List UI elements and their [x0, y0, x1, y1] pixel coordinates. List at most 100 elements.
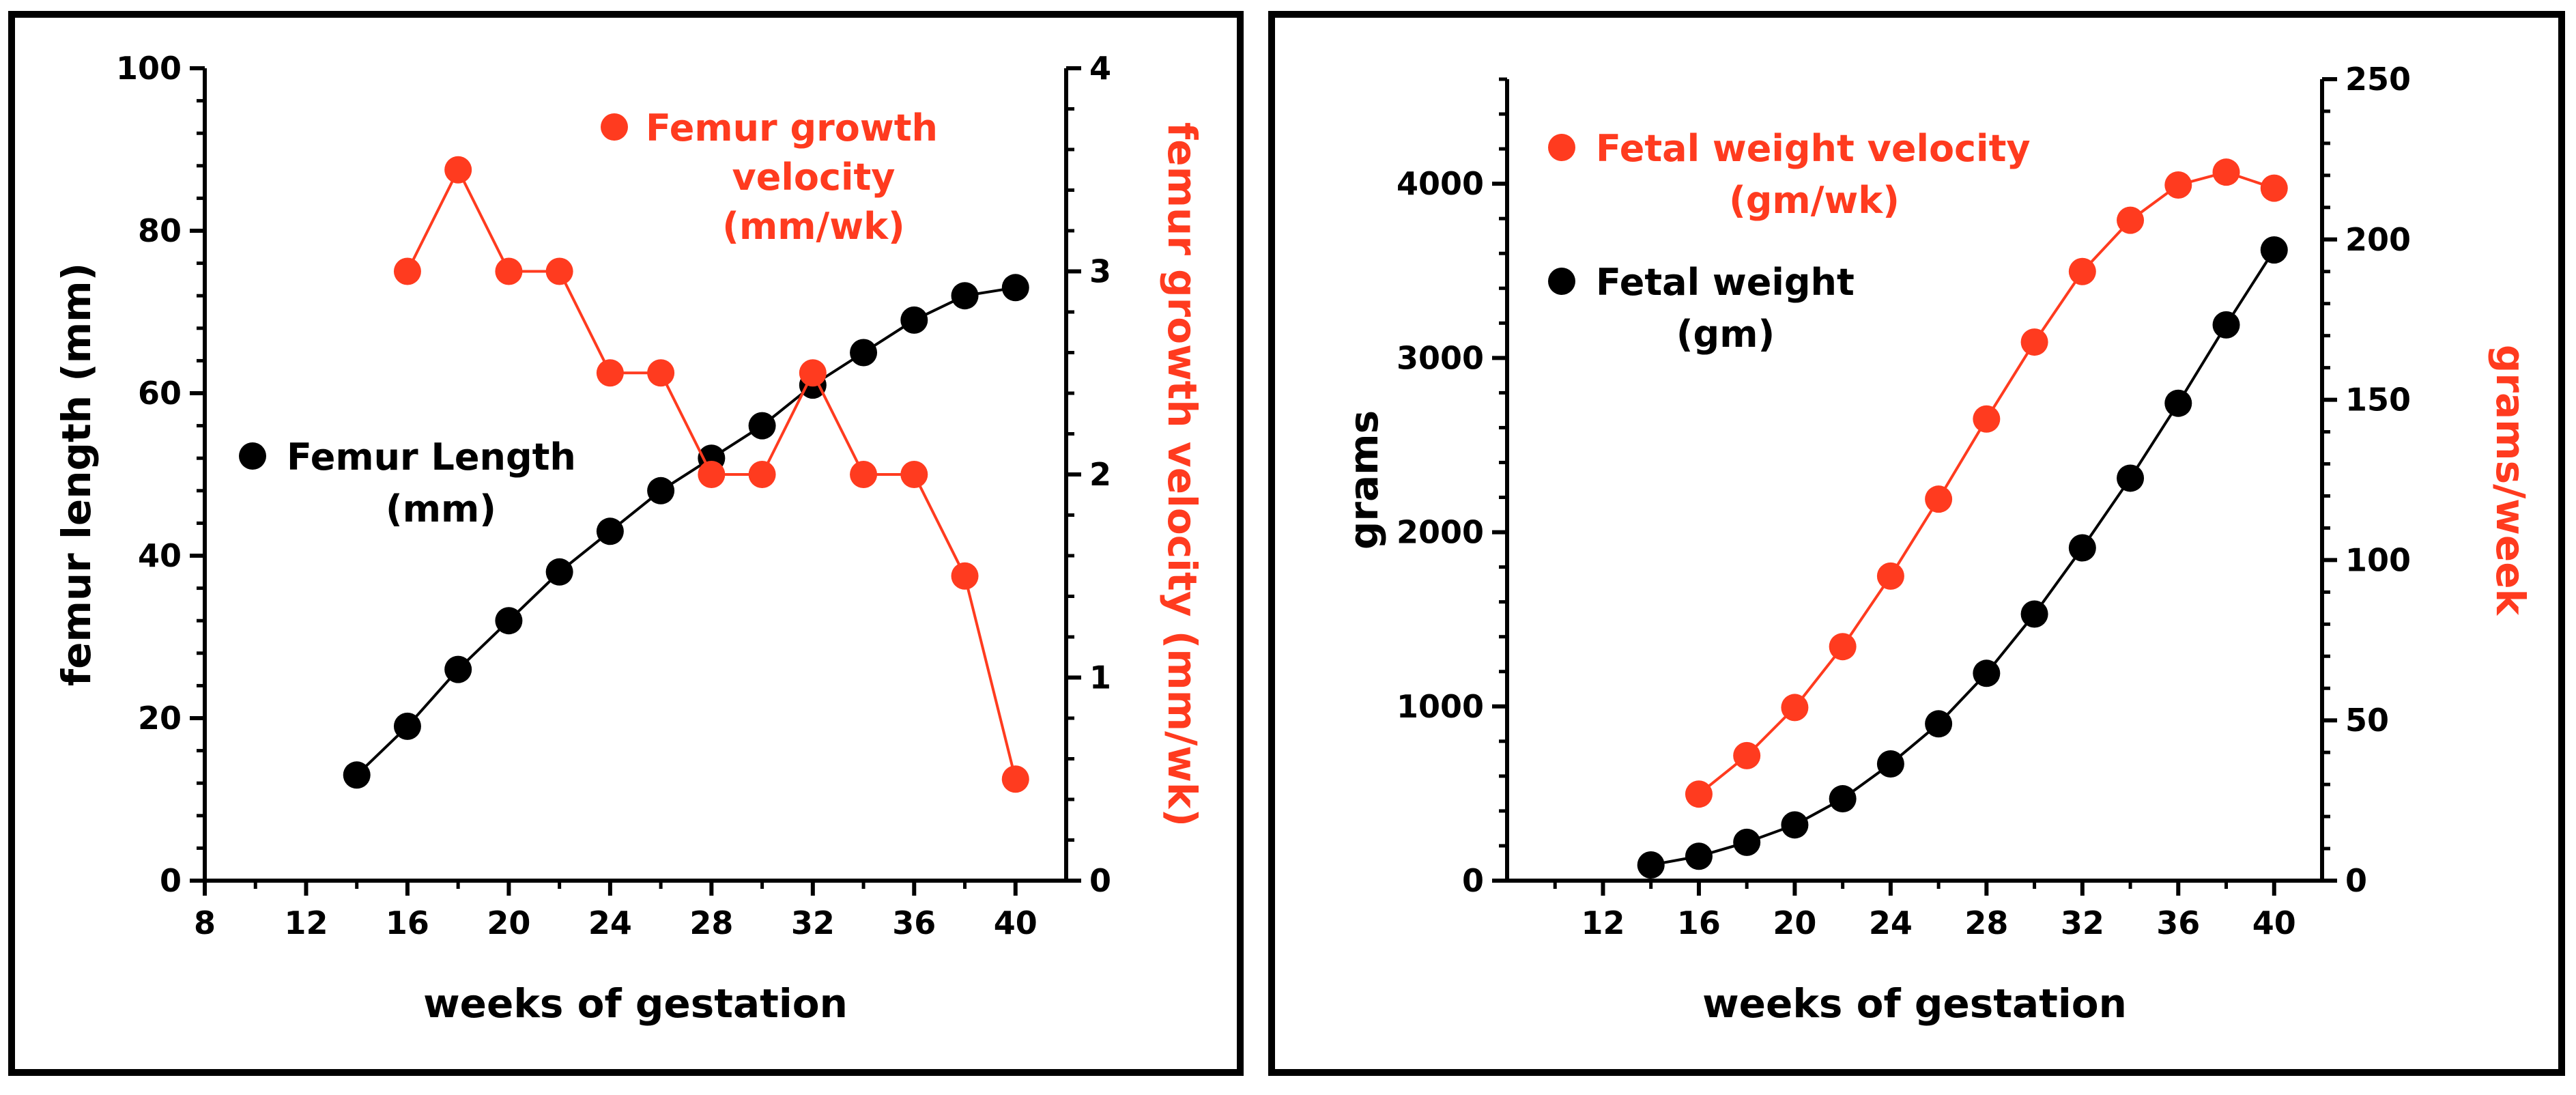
x-tick-label: 20	[1773, 905, 1816, 941]
left-y-tick-label: 40	[138, 537, 182, 574]
right-y-tick-label: 1	[1089, 659, 1111, 696]
data-point-series-1	[545, 257, 573, 285]
data-point-series-1	[900, 461, 928, 488]
legend-femur-length-label: Femur Length	[287, 436, 576, 479]
data-point-series-1	[2020, 328, 2048, 356]
data-point-series-1	[2212, 158, 2240, 186]
data-point-series-0	[1973, 659, 2001, 687]
data-point-series-0	[1925, 710, 1953, 738]
data-point-series-1	[1001, 765, 1029, 793]
data-point-series-0	[596, 517, 624, 545]
data-point-series-0	[2068, 534, 2096, 562]
data-point-series-1	[393, 257, 421, 285]
x-tick-label: 8	[194, 905, 216, 941]
legend-femur-velocity-label: velocity	[732, 156, 896, 199]
x-tick-label: 24	[588, 905, 632, 941]
data-point-series-0	[343, 761, 371, 789]
right-y-tick-label: 250	[2345, 61, 2411, 98]
left-y-axis-title: grams	[1341, 410, 1387, 550]
data-point-series-0	[2020, 600, 2048, 628]
x-tick-label: 36	[892, 905, 936, 941]
data-point-series-1	[1973, 405, 2001, 433]
data-point-series-1	[1733, 741, 1761, 769]
legend-weight-velocity-label: Fetal weight velocity	[1596, 127, 2031, 170]
data-point-series-1	[1685, 780, 1713, 808]
legend-weight-velocity-marker	[1548, 134, 1575, 161]
x-tick-label: 12	[284, 905, 328, 941]
right-y-tick-label: 200	[2345, 221, 2411, 258]
data-point-series-0	[1733, 828, 1761, 856]
data-point-series-0	[900, 306, 928, 334]
data-point-series-0	[444, 655, 472, 683]
data-point-series-0	[647, 477, 675, 504]
fetal-weight-chart: 0 1000 2000 3000 4000 0 50 100 150 200 250 12 16 20 24…	[1341, 61, 2534, 1027]
data-point-series-1	[2164, 171, 2192, 199]
data-point-series-1	[850, 461, 878, 488]
data-point-series-1	[2068, 257, 2096, 285]
data-point-series-1	[748, 461, 776, 488]
legend-fetal-weight-label: Fetal weight	[1596, 261, 1855, 304]
right-y-tick-label: 100	[2345, 541, 2411, 578]
data-point-series-1	[596, 359, 624, 387]
data-point-series-1	[1781, 694, 1809, 722]
legend-femur-length-marker	[239, 442, 266, 470]
legend-weight-velocity-label: (gm/wk)	[1729, 179, 1900, 222]
left-y-tick-label: 1000	[1397, 688, 1484, 725]
data-point-series-1	[1925, 485, 1953, 513]
x-tick-label: 20	[487, 905, 530, 941]
left-chart-panel: 0 20 40 60 80 100 0 1 2 3 4 8 12 16 20 24 28 32 36 40 weeks …	[8, 11, 1244, 1076]
data-point-series-0	[2164, 389, 2192, 417]
data-point-series-1	[951, 562, 979, 590]
x-tick-label: 40	[2252, 905, 2296, 941]
legend-femur-velocity-marker	[601, 113, 628, 141]
right-y-axis-title: grams/week	[2487, 345, 2534, 616]
data-point-series-0	[2212, 311, 2240, 339]
x-axis-title: weeks of gestation	[1702, 980, 2127, 1027]
right-y-tick-label: 4	[1089, 50, 1111, 87]
x-tick-label: 36	[2156, 905, 2200, 941]
data-point-series-0	[748, 412, 776, 440]
left-y-tick-label: 100	[116, 50, 182, 87]
data-point-series-0	[1685, 842, 1713, 870]
x-tick-label: 32	[2061, 905, 2104, 941]
data-point-series-0	[2260, 236, 2288, 264]
data-point-series-1	[799, 359, 827, 387]
left-y-tick-label: 0	[1462, 862, 1484, 899]
left-y-tick-label: 60	[138, 375, 182, 412]
legend-fetal-weight-marker	[1548, 268, 1575, 295]
data-point-series-0	[495, 607, 523, 635]
data-point-series-0	[545, 558, 573, 586]
left-y-axis-title: femur length (mm)	[53, 263, 100, 686]
right-y-axis-title: femur growth velocity (mm/wk)	[1159, 122, 1205, 827]
data-point-series-1	[647, 359, 675, 387]
left-y-tick-label: 2000	[1397, 514, 1484, 551]
data-point-series-0	[1876, 750, 1904, 778]
x-tick-label: 40	[994, 905, 1037, 941]
data-point-series-1	[698, 461, 726, 488]
x-tick-label: 28	[1964, 905, 2008, 941]
data-point-series-0	[2117, 464, 2145, 492]
legend-fetal-weight-label: (gm)	[1676, 313, 1775, 356]
data-point-series-0	[951, 282, 979, 310]
data-point-series-0	[1781, 811, 1809, 839]
x-tick-label: 28	[689, 905, 733, 941]
x-tick-label: 32	[791, 905, 835, 941]
data-point-series-1	[444, 156, 472, 184]
data-point-series-1	[1829, 633, 1857, 661]
legend-femur-velocity-label: (mm/wk)	[722, 205, 904, 248]
left-y-tick-label: 0	[160, 862, 182, 899]
right-y-tick-label: 50	[2345, 702, 2389, 739]
x-tick-label: 16	[1677, 905, 1721, 941]
data-point-series-0	[1637, 851, 1665, 879]
data-point-series-1	[2117, 206, 2145, 234]
data-point-series-0	[393, 712, 421, 740]
series-line-0	[356, 286, 1016, 776]
left-y-tick-label: 3000	[1397, 339, 1484, 376]
x-tick-label: 16	[386, 905, 429, 941]
left-y-tick-label: 4000	[1397, 165, 1484, 202]
data-point-series-1	[1876, 562, 1904, 590]
right-y-tick-label: 0	[2345, 862, 2367, 899]
data-point-series-1	[2260, 174, 2288, 202]
data-point-series-0	[850, 339, 878, 367]
